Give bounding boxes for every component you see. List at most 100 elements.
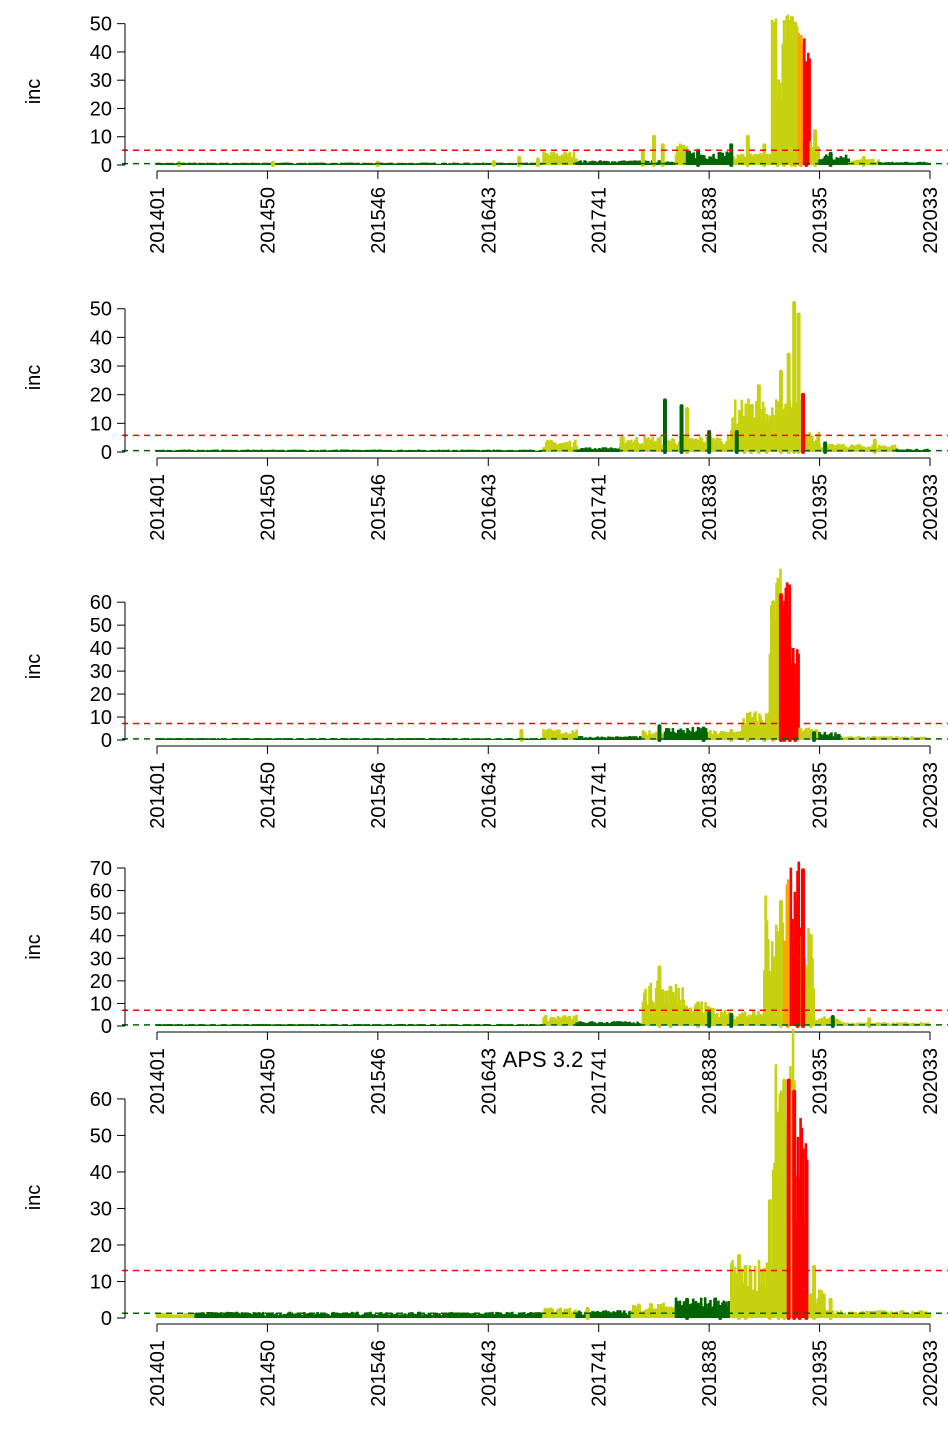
x-tick-label: 201935 <box>810 1340 832 1407</box>
x-tick-label: 201935 <box>810 762 832 829</box>
y-tick-label: 50 <box>90 1125 112 1147</box>
x-tick-label: 201935 <box>810 1048 832 1115</box>
y-tick-label: 10 <box>90 127 112 149</box>
y-tick-label: 0 <box>101 155 112 177</box>
y-tick-label: 0 <box>101 730 112 752</box>
y-tick-label: 20 <box>90 684 112 706</box>
y-tick-label: 60 <box>90 1089 112 1111</box>
x-tick-label: 201401 <box>147 474 169 541</box>
y-tick-label: 60 <box>90 881 112 903</box>
x-tick-label: 201450 <box>257 187 279 254</box>
x-tick-label: 201838 <box>699 762 721 829</box>
y-tick-label: 40 <box>90 638 112 660</box>
x-tick-label: 201643 <box>478 1048 500 1115</box>
x-axis: 201401 201450 201546 201643 201741 201838 2019… <box>147 745 942 829</box>
data-bars <box>155 861 931 1026</box>
x-tick-label: 201838 <box>699 474 721 541</box>
y-axis-label: inc <box>23 934 45 960</box>
x-tick-label: 201401 <box>147 762 169 829</box>
x-tick-label: 202033 <box>920 762 942 829</box>
x-tick-label: 201450 <box>257 474 279 541</box>
y-tick-label: 50 <box>90 615 112 637</box>
y-axis: 0 10 20 30 40 50 inc <box>23 14 126 177</box>
y-tick-label: 50 <box>90 299 112 321</box>
y-tick-label: 10 <box>90 993 112 1015</box>
y-tick-label: 30 <box>90 1198 112 1220</box>
y-tick-label: 30 <box>90 70 112 92</box>
x-tick-label: 201546 <box>368 1340 390 1407</box>
y-tick-label: 10 <box>90 707 112 729</box>
y-tick-label: 20 <box>90 1235 112 1257</box>
data-peaks <box>662 301 877 454</box>
data-peaks <box>585 1078 833 1320</box>
y-axis-label: inc <box>23 654 45 680</box>
y-tick-label: 0 <box>101 1016 112 1038</box>
y-tick-label: 20 <box>90 971 112 993</box>
data-peaks <box>177 16 866 167</box>
y-axis-label: inc <box>23 1185 45 1211</box>
y-tick-label: 30 <box>90 948 112 970</box>
y-tick-label: 30 <box>90 661 112 683</box>
y-tick-label: 0 <box>101 1308 112 1330</box>
x-axis: 201401 201450 201546 201643 201741 201838 2019… <box>147 170 942 254</box>
x-tick-label: 201741 <box>589 474 611 541</box>
x-tick-label: 201741 <box>589 762 611 829</box>
y-tick-label: 40 <box>90 327 112 349</box>
y-tick-label: 40 <box>90 926 112 948</box>
x-axis: 201401 201450 201546 201643 201741 201838 2019… <box>147 1323 942 1407</box>
x-tick-label: 201450 <box>257 1340 279 1407</box>
data-peaks <box>657 868 872 1028</box>
x-tick-label: 202033 <box>920 187 942 254</box>
x-tick-label: 201643 <box>478 187 500 254</box>
y-tick-label: 60 <box>90 592 112 614</box>
x-tick-label: 201546 <box>368 474 390 541</box>
x-tick-label: 201401 <box>147 187 169 254</box>
x-axis: 201401 201450 201546 201643 201741 201838 2019… <box>147 457 942 541</box>
x-tick-label: 202033 <box>920 1048 942 1115</box>
y-tick-label: 50 <box>90 14 112 36</box>
y-axis-label: inc <box>23 365 45 391</box>
y-axis-label: inc <box>23 79 45 105</box>
x-tick-label: 201546 <box>368 187 390 254</box>
x-tick-label: 202033 <box>920 474 942 541</box>
y-tick-label: 20 <box>90 98 112 120</box>
x-tick-label: 201401 <box>147 1340 169 1407</box>
y-axis: 0 10 20 30 40 50 inc <box>23 299 126 464</box>
data-bars <box>155 398 930 452</box>
data-peaks <box>519 593 817 742</box>
y-tick-label: 30 <box>90 356 112 378</box>
x-tick-label: 201741 <box>589 1048 611 1115</box>
y-tick-label: 40 <box>90 1162 112 1184</box>
x-tick-label: 201935 <box>810 474 832 541</box>
y-tick-label: 10 <box>90 1271 112 1293</box>
x-tick-label: 201450 <box>257 762 279 829</box>
x-tick-label: 201450 <box>257 1048 279 1115</box>
y-axis: 0 10 20 30 40 50 60 inc <box>23 1089 126 1330</box>
x-tick-label: 201838 <box>699 1340 721 1407</box>
x-tick-label: 201546 <box>368 1048 390 1115</box>
x-tick-label: 201741 <box>589 187 611 254</box>
y-tick-label: 40 <box>90 42 112 64</box>
x-tick-label: 201643 <box>478 474 500 541</box>
data-bars <box>155 568 931 740</box>
x-tick-label: 201401 <box>147 1048 169 1115</box>
x-tick-label: 202033 <box>920 1340 942 1407</box>
x-tick-label: 201741 <box>589 1340 611 1407</box>
x-tick-label: 201643 <box>478 762 500 829</box>
x-tick-label: 201838 <box>699 187 721 254</box>
y-tick-label: 70 <box>90 858 112 880</box>
x-tick-label: 201935 <box>810 187 832 254</box>
y-tick-label: 20 <box>90 385 112 407</box>
x-tick-label: 201838 <box>699 1048 721 1115</box>
y-tick-label: 0 <box>101 442 112 464</box>
x-axis: 201401 201450 201546 201643 201741 201838 2019… <box>147 1031 942 1115</box>
x-tick-label: 201643 <box>478 1340 500 1407</box>
chart-panel-5: 0 10 20 30 40 50 60 inc 201401 201450 201546 201643… <box>23 1028 948 1407</box>
